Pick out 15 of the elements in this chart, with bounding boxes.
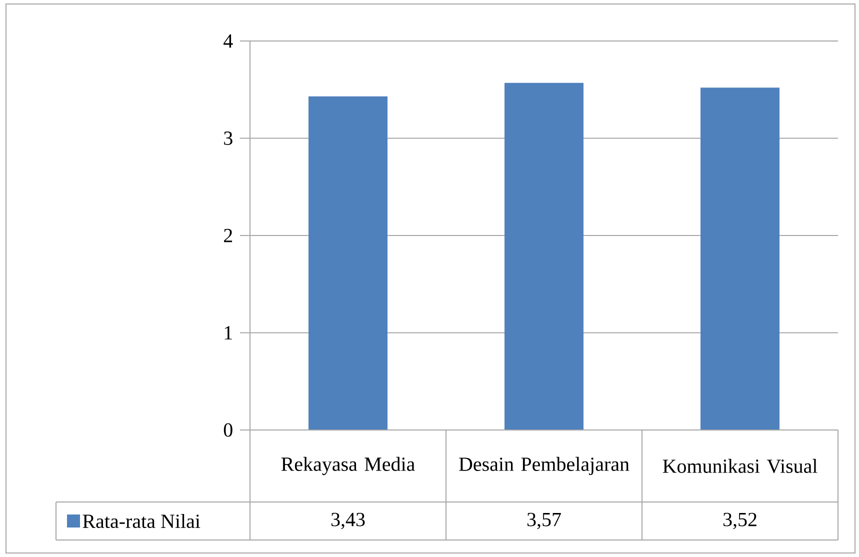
x-tick-label: Komunikasi Visual xyxy=(662,458,818,474)
legend-label: Rata-rata Nilai xyxy=(82,514,200,528)
y-tick-label: 2 xyxy=(224,228,232,242)
data-label: 3,43 xyxy=(331,512,365,530)
y-tick-label: 0 xyxy=(224,423,232,437)
bar xyxy=(504,82,584,430)
x-tick-label: Desain Pembelajaran xyxy=(459,456,630,476)
data-label: 3,52 xyxy=(723,512,756,530)
y-tick-label: 3 xyxy=(224,132,232,145)
bar xyxy=(308,96,388,430)
y-tick-label: 4 xyxy=(224,34,233,48)
y-tick-label: 1 xyxy=(224,326,232,340)
x-tick-label: Rekayasa Media xyxy=(281,456,415,476)
bar xyxy=(700,88,780,430)
data-label: 3,57 xyxy=(527,512,561,530)
